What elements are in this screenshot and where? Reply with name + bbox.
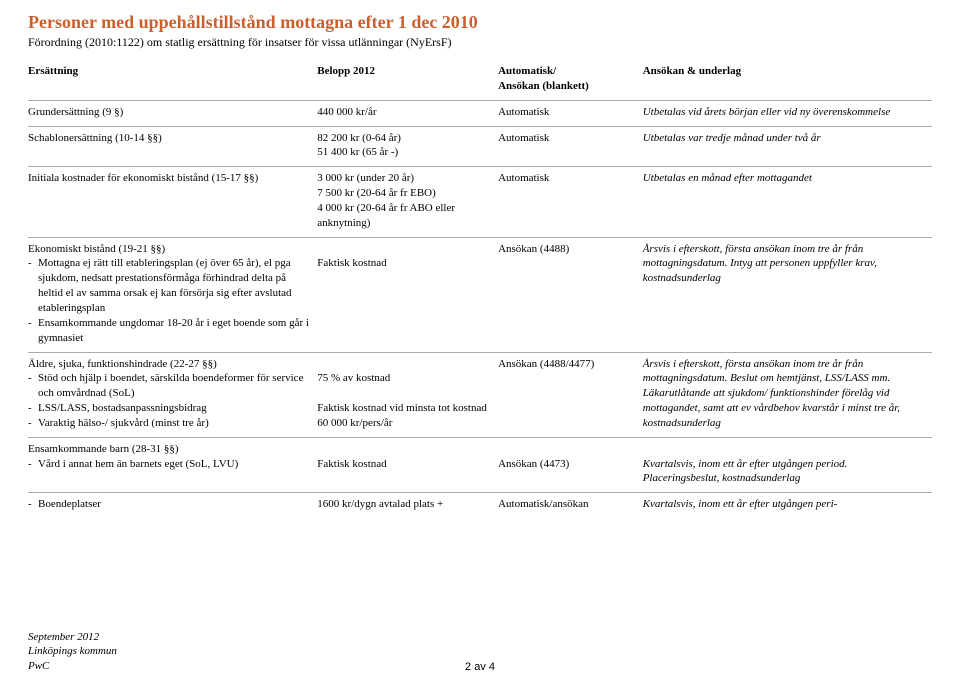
table-row: Schablonersättning (10-14 §§) 82 200 kr … (28, 126, 932, 167)
cell-auto: Automatisk/ansökan (498, 493, 643, 518)
list-item: Mottagna ej rätt till etableringsplan (e… (28, 256, 311, 315)
header-automatisk-line1: Automatisk/ (498, 65, 556, 77)
footer-org: Linköpings kommun (28, 645, 117, 657)
cell-underlag: Utbetalas vid årets början eller vid ny … (643, 100, 932, 126)
cell-underlag: Kvartalsvis, inom ett år efter utgången … (643, 437, 932, 493)
belopp-line: Faktisk kostnad (317, 458, 386, 470)
cell-underlag: Kvartalsvis, inom ett år efter utgången … (643, 493, 932, 518)
table-row: Ensamkommande barn (28-31 §§) Vård i ann… (28, 437, 932, 493)
cell-underlag: Utbetalas var tredje månad under två år (643, 126, 932, 167)
list-item: Boendeplatser (28, 497, 311, 512)
cell-auto: Ansökan (4488) (498, 237, 643, 352)
table-row: Boendeplatser 1600 kr/dygn avtalad plats… (28, 493, 932, 518)
table-row: Ekonomiskt bistånd (19-21 §§) Mottagna e… (28, 237, 932, 352)
cell-auto: Ansökan (4473) (498, 437, 643, 493)
cell-belopp: 3 000 kr (under 20 år) 7 500 kr (20-64 å… (317, 167, 498, 237)
cell-belopp: Faktisk kostnad (317, 437, 498, 493)
belopp-line: 7 500 kr (20-64 år fr EBO) (317, 187, 436, 199)
list-item: Varaktig hälso-/ sjukvård (minst tre år) (28, 416, 311, 431)
header-belopp: Belopp 2012 (317, 62, 498, 100)
cell-ersattning: Schablonersättning (10-14 §§) (28, 126, 317, 167)
cell-auto: Automatisk (498, 126, 643, 167)
header-automatisk-line2: Ansökan (blankett) (498, 80, 589, 92)
cell-auto: Ansökan (4488/4477) (498, 352, 643, 437)
table-row: Äldre, sjuka, funktionshindrade (22-27 §… (28, 352, 932, 437)
table-row: Initiala kostnader för ekonomiskt bistån… (28, 167, 932, 237)
footer-company: PwC (28, 660, 49, 672)
cell-ersattning: Boendeplatser (28, 493, 317, 518)
belopp-line: 82 200 kr (0-64 år) (317, 132, 401, 144)
footer-date: September 2012 (28, 631, 99, 643)
cell-belopp: 440 000 kr/år (317, 100, 498, 126)
list-item: LSS/LASS, bostadsanpassningsbidrag (28, 401, 311, 416)
cell-ersattning: Grundersättning (9 §) (28, 100, 317, 126)
cell-underlag: Årsvis i efterskott, första ansökan inom… (643, 237, 932, 352)
page-number: 2 av 4 (465, 661, 495, 673)
cell-auto: Automatisk (498, 167, 643, 237)
table-row: Grundersättning (9 §) 440 000 kr/år Auto… (28, 100, 932, 126)
page-subtitle: Förordning (2010:1122) om statlig ersätt… (28, 35, 932, 50)
cell-ersattning: Ensamkommande barn (28-31 §§) Vård i ann… (28, 437, 317, 493)
header-ansokan: Ansökan & underlag (643, 62, 932, 100)
cell-ersattning: Äldre, sjuka, funktionshindrade (22-27 §… (28, 352, 317, 437)
belopp-line: 75 % av kostnad (317, 372, 390, 384)
cell-belopp: 75 % av kostnad Faktisk kostnad vid mins… (317, 352, 498, 437)
list-item: Ensamkommande ungdomar 18-20 år i eget b… (28, 316, 311, 346)
header-automatisk: Automatisk/ Ansökan (blankett) (498, 62, 643, 100)
page-footer: September 2012 Linköpings kommun PwC (28, 630, 117, 673)
list-item: Stöd och hjälp i boendet, särskilda boen… (28, 371, 311, 401)
compensation-table: Ersättning Belopp 2012 Automatisk/ Ansök… (28, 62, 932, 518)
header-ersattning: Ersättning (28, 62, 317, 100)
cell-belopp: Faktisk kostnad (317, 237, 498, 352)
row-title: Ekonomiskt bistånd (19-21 §§) (28, 243, 165, 255)
cell-belopp: 82 200 kr (0-64 år) 51 400 kr (65 år -) (317, 126, 498, 167)
cell-auto: Automatisk (498, 100, 643, 126)
row-title: Äldre, sjuka, funktionshindrade (22-27 §… (28, 358, 217, 370)
list-item: Vård i annat hem än barnets eget (SoL, L… (28, 457, 311, 472)
belopp-line: Faktisk kostnad (317, 257, 386, 269)
row-title: Ensamkommande barn (28-31 §§) (28, 443, 179, 455)
cell-ersattning: Ekonomiskt bistånd (19-21 §§) Mottagna e… (28, 237, 317, 352)
underlag-line: Kvartalsvis, inom ett år efter utgången … (643, 458, 848, 485)
belopp-line: Faktisk kostnad vid minsta tot kostnad 6… (317, 402, 487, 429)
page-title: Personer med uppehållstillstånd mottagna… (28, 12, 932, 33)
cell-underlag: Utbetalas en månad efter mottagandet (643, 167, 932, 237)
belopp-line: 51 400 kr (65 år -) (317, 146, 398, 158)
belopp-line: 4 000 kr (20-64 år fr ABO eller anknytni… (317, 202, 455, 229)
cell-belopp: 1600 kr/dygn avtalad plats + (317, 493, 498, 518)
cell-underlag: Årsvis i efterskott, första ansökan inom… (643, 352, 932, 437)
cell-ersattning: Initiala kostnader för ekonomiskt bistån… (28, 167, 317, 237)
belopp-line: 3 000 kr (under 20 år) (317, 172, 414, 184)
table-header-row: Ersättning Belopp 2012 Automatisk/ Ansök… (28, 62, 932, 100)
auto-line: Ansökan (4473) (498, 458, 569, 470)
